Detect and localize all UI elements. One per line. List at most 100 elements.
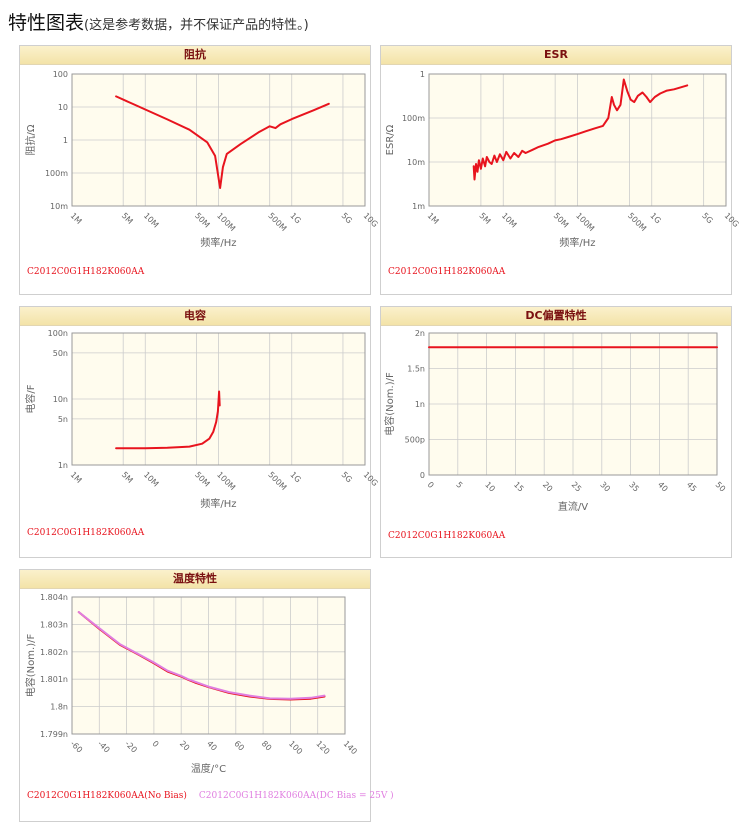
dc-bias-plot-border (428, 332, 718, 476)
temperature-legend-series-1: C2012C0G1H182K060AA(DC Bias = 25V ) (198, 791, 394, 801)
temperature-x-tick-label: -60 (69, 739, 85, 755)
dc-bias-y-tick-label: 1.5n (407, 365, 425, 374)
esr-legend-series-0: C2012C0G1H182K060AA (388, 267, 506, 277)
dc-bias-y-axis-label: 电容(Nom.)/F (383, 372, 396, 436)
dc-bias-x-tick-label: 40 (656, 480, 670, 494)
capacitance-x-tick-label: 10M (142, 470, 161, 489)
esr-chart-panel: ESR 1M 5M 10M 50M 100M 500M 1G 5G 10G 1m 10m 100m 1 频… (380, 45, 741, 295)
temperature-x-tick-label: 80 (260, 739, 274, 753)
impedance-x-tick-label: 50M (193, 211, 212, 230)
dc-bias-x-tick-label: 0 (426, 480, 436, 490)
dc-bias-x-tick-label: 35 (627, 480, 641, 494)
impedance-y-axis-label: 阻抗/Ω (24, 124, 37, 155)
esr-y-tick-label: 100m (402, 114, 425, 123)
temperature-y-tick-label: 1.802n (40, 648, 68, 657)
capacitance-x-tick-label: 5G (340, 470, 354, 484)
impedance-x-tick-label: 1M (69, 211, 84, 226)
temperature-x-tick-label: 140 (342, 739, 359, 756)
dc-bias-y-tick-label: 2n (415, 329, 425, 338)
impedance-x-axis-label: 频率/Hz (200, 236, 236, 249)
impedance-x-tick-label: 1G (288, 211, 302, 225)
impedance-x-tick-label: 5M (120, 211, 135, 226)
capacitance-x-tick-label: 500M (266, 470, 288, 492)
temperature-y-tick-label: 1.801n (40, 675, 68, 684)
capacitance-chart-panel: 电容 1M 5M 10M 50M 100M 500M 1G 5G 10G 1n 5n 10n 50n 10… (19, 306, 380, 558)
dc-bias-x-tick-label: 30 (598, 480, 612, 494)
dc-bias-x-axis-label: 直流/V (558, 500, 588, 513)
impedance-series-line-0 (115, 95, 330, 189)
esr-y-tick-label: 1m (412, 202, 425, 211)
dc-bias-x-tick-label: 25 (570, 480, 584, 494)
temperature-x-tick-label: -40 (96, 739, 112, 755)
dc-bias-y-tick-label: 500p (405, 436, 425, 445)
capacitance-series-line-0 (115, 390, 221, 450)
impedance-legend-series-0: C2012C0G1H182K060AA (27, 267, 145, 277)
impedance-y-tick-label: 10 (58, 103, 68, 112)
capacitance-y-tick-label: 1n (58, 461, 68, 470)
capacitance-chart-title: 电容 (20, 307, 370, 326)
capacitance-chart: 1M 5M 10M 50M 100M 500M 1G 5G 10G 1n 5n 10n 50n 100n 频… (24, 329, 380, 510)
esr-x-tick-label: 1M (426, 211, 441, 226)
impedance-x-tick-label: 10G (362, 211, 380, 229)
esr-chart-title: ESR (381, 46, 731, 65)
esr-chart: 1M 5M 10M 50M 100M 500M 1G 5G 10G 1m 10m 100m 1 频率/Hz… (385, 70, 741, 249)
temperature-series-line-1 (77, 611, 326, 700)
temperature-chart-panel: 温度特性 -60 -40 -20 0 20 40 60 80 100 120 140 1.799n 1.… (19, 569, 394, 822)
capacitance-x-axis-label: 频率/Hz (200, 497, 236, 510)
impedance-plot-border (71, 73, 366, 207)
impedance-x-tick-label: 10M (142, 211, 161, 230)
impedance-x-tick-label: 5G (340, 211, 354, 225)
dc-bias-x-tick-label: 45 (685, 480, 699, 494)
temperature-x-tick-label: 60 (232, 739, 246, 753)
temperature-x-tick-label: 100 (287, 739, 304, 756)
impedance-x-tick-label: 500M (266, 211, 288, 233)
esr-y-axis-label: ESR/Ω (385, 124, 396, 155)
temperature-y-axis-label: 电容(Nom.)/F (24, 634, 37, 698)
temperature-y-tick-label: 1.8n (50, 703, 68, 712)
esr-y-tick-label: 1 (420, 70, 425, 79)
dc-bias-x-tick-label: 5 (454, 480, 464, 490)
capacitance-y-axis-label: 电容/F (24, 384, 37, 413)
dc-bias-x-tick-label: 10 (483, 480, 497, 494)
page-title: 特性图表(这是参考数据，并不保证产品的特性。) (8, 8, 309, 35)
dc-bias-legend: C2012C0G1H182K060AA (388, 531, 517, 541)
esr-x-tick-label: 10G (723, 211, 741, 229)
dc-bias-y-tick-label: 1n (415, 400, 425, 409)
temperature-x-axis-label: 温度/°C (191, 762, 226, 775)
esr-x-tick-label: 500M (626, 211, 648, 233)
esr-series-line-0 (472, 78, 689, 181)
impedance-y-tick-label: 100 (53, 70, 68, 79)
capacitance-x-tick-label: 1M (69, 470, 84, 485)
impedance-legend: C2012C0G1H182K060AA (27, 267, 156, 277)
esr-y-tick-label: 10m (407, 158, 425, 167)
capacitance-legend-series-0: C2012C0G1H182K060AA (27, 528, 145, 538)
temperature-legend: C2012C0G1H182K060AA(No Bias) C2012C0G1H18… (27, 791, 406, 801)
capacitance-x-tick-label: 10G (362, 470, 380, 488)
esr-plot-border (428, 73, 727, 207)
impedance-y-tick-label: 100m (45, 169, 68, 178)
esr-x-tick-label: 5M (477, 211, 492, 226)
dc-bias-legend-series-0: C2012C0G1H182K060AA (388, 531, 506, 541)
temperature-chart-title: 温度特性 (20, 570, 370, 589)
temperature-y-tick-label: 1.799n (40, 730, 68, 739)
temperature-legend-series-0: C2012C0G1H182K060AA(No Bias) (27, 791, 187, 801)
impedance-y-tick-label: 1 (63, 136, 68, 145)
temperature-chart: -60 -40 -20 0 20 40 60 80 100 120 140 1.799n 1.8n 1.8… (24, 593, 359, 775)
esr-legend: C2012C0G1H182K060AA (388, 267, 517, 277)
impedance-x-tick-label: 100M (215, 211, 237, 233)
page-title-text: 特性图表 (8, 12, 85, 34)
impedance-y-tick-label: 10m (50, 202, 68, 211)
esr-x-tick-label: 100M (574, 211, 596, 233)
temperature-y-tick-label: 1.803n (40, 620, 68, 629)
temperature-x-tick-label: 120 (314, 739, 331, 756)
capacitance-plot-border (71, 332, 366, 466)
temperature-x-tick-label: 0 (150, 739, 160, 749)
esr-x-tick-label: 5G (700, 211, 714, 225)
capacitance-x-tick-label: 5M (120, 470, 135, 485)
page-subtitle: (这是参考数据，并不保证产品的特性。) (84, 18, 309, 33)
impedance-chart-title: 阻抗 (20, 46, 370, 65)
capacitance-y-tick-label: 100n (48, 329, 68, 338)
capacitance-y-tick-label: 5n (58, 415, 68, 424)
esr-x-axis-label: 频率/Hz (559, 236, 595, 249)
temperature-x-tick-label: -20 (123, 739, 139, 755)
